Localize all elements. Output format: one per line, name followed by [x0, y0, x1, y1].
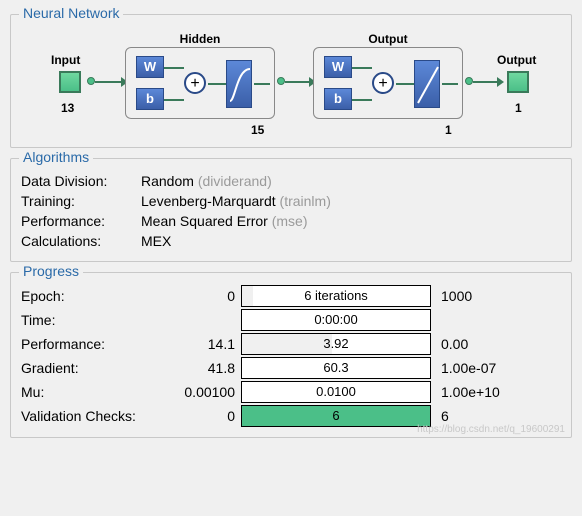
progress-text: 6 iterations [242, 286, 430, 306]
progress-label: Time: [21, 312, 171, 328]
progress-row: Time: 0:00:00 [21, 309, 561, 331]
wire [164, 99, 184, 101]
progress-to: 1000 [431, 288, 521, 304]
progress-label: Mu: [21, 384, 171, 400]
input-box [59, 71, 81, 93]
progress-text: 60.3 [242, 358, 430, 378]
w-block: W [136, 56, 164, 78]
wire [442, 83, 458, 85]
progress-from: 14.1 [171, 336, 241, 352]
dot-icon [87, 77, 95, 85]
hidden-count: 15 [251, 123, 264, 137]
output-label: Output [497, 53, 536, 67]
progress-to: 0.00 [431, 336, 521, 352]
input-count: 13 [61, 101, 74, 115]
output-box [507, 71, 529, 93]
progress-row: Performance:14.13.920.00 [21, 333, 561, 355]
wire [254, 83, 270, 85]
wire [208, 83, 226, 85]
progress-to: 1.00e+10 [431, 384, 521, 400]
w-block: W [324, 56, 352, 78]
alg-code: (trainlm) [280, 193, 331, 209]
progress-label: Epoch: [21, 288, 171, 304]
alg-code: (mse) [272, 213, 308, 229]
progress-to: 6 [431, 408, 521, 424]
progress-group: Progress Epoch:06 iterations1000Time:0:0… [10, 272, 572, 438]
progress-row: Gradient:41.860.31.00e-07 [21, 357, 561, 379]
algorithms-group: Algorithms Data Division:Random (divider… [10, 158, 572, 262]
arrow-icon [497, 77, 504, 87]
wire [352, 99, 372, 101]
progress-label: Performance: [21, 336, 171, 352]
watermark: https://blog.csdn.net/q_19600291 [417, 424, 565, 435]
nn-diagram: Input 13 Hidden W b + 15 Output W b [21, 29, 561, 139]
progress-label: Gradient: [21, 360, 171, 376]
progress-from: 41.8 [171, 360, 241, 376]
progress-row: Epoch:06 iterations1000 [21, 285, 561, 307]
tansig-block [226, 60, 252, 108]
b-block: b [324, 88, 352, 110]
wire [164, 67, 184, 69]
dot-icon [277, 77, 285, 85]
algorithms-title: Algorithms [19, 149, 93, 165]
progress-bar: 6 iterations [241, 285, 431, 307]
progress-text: 3.92 [242, 334, 430, 354]
alg-label: Data Division: [21, 173, 141, 189]
progress-text: 0:00:00 [242, 310, 430, 330]
algorithm-row: Performance:Mean Squared Error (mse) [21, 213, 561, 229]
alg-value: Mean Squared Error (mse) [141, 213, 308, 229]
alg-value: Levenberg-Marquardt (trainlm) [141, 193, 331, 209]
hidden-layer: Hidden W b + [125, 47, 275, 119]
progress-to: 1.00e-07 [431, 360, 521, 376]
sum-node: + [184, 72, 206, 94]
progress-from: 0 [171, 288, 241, 304]
wire [352, 67, 372, 69]
progress-from: 0.00100 [171, 384, 241, 400]
algorithm-row: Data Division:Random (dividerand) [21, 173, 561, 189]
hidden-label: Hidden [180, 32, 221, 46]
progress-from: 0 [171, 408, 241, 424]
output-layer-count: 1 [445, 123, 452, 137]
alg-label: Performance: [21, 213, 141, 229]
progress-bar: 60.3 [241, 357, 431, 379]
wire [396, 83, 414, 85]
progress-bar: 0.0100 [241, 381, 431, 403]
alg-code: (dividerand) [198, 173, 272, 189]
progress-bar: 0:00:00 [241, 309, 431, 331]
input-label: Input [51, 53, 80, 67]
alg-value: Random (dividerand) [141, 173, 272, 189]
progress-bar: 6 [241, 405, 431, 427]
alg-value: MEX [141, 233, 171, 249]
neural-network-title: Neural Network [19, 5, 123, 21]
wire [95, 81, 121, 83]
progress-text: 0.0100 [242, 382, 430, 402]
algorithm-row: Calculations:MEX [21, 233, 561, 249]
neural-network-group: Neural Network Input 13 Hidden W b + 15 [10, 14, 572, 148]
output-count: 1 [515, 101, 522, 115]
progress-bar: 3.92 [241, 333, 431, 355]
dot-icon [465, 77, 473, 85]
wire [285, 81, 309, 83]
output-layer-label: Output [368, 32, 407, 46]
alg-label: Training: [21, 193, 141, 209]
b-block: b [136, 88, 164, 110]
output-layer: Output W b + [313, 47, 463, 119]
progress-text: 6 [242, 406, 430, 426]
purelin-block [414, 60, 440, 108]
alg-label: Calculations: [21, 233, 141, 249]
progress-row: Mu:0.001000.01001.00e+10 [21, 381, 561, 403]
sum-node: + [372, 72, 394, 94]
wire [473, 81, 497, 83]
algorithm-row: Training:Levenberg-Marquardt (trainlm) [21, 193, 561, 209]
progress-label: Validation Checks: [21, 408, 171, 424]
progress-title: Progress [19, 263, 83, 279]
